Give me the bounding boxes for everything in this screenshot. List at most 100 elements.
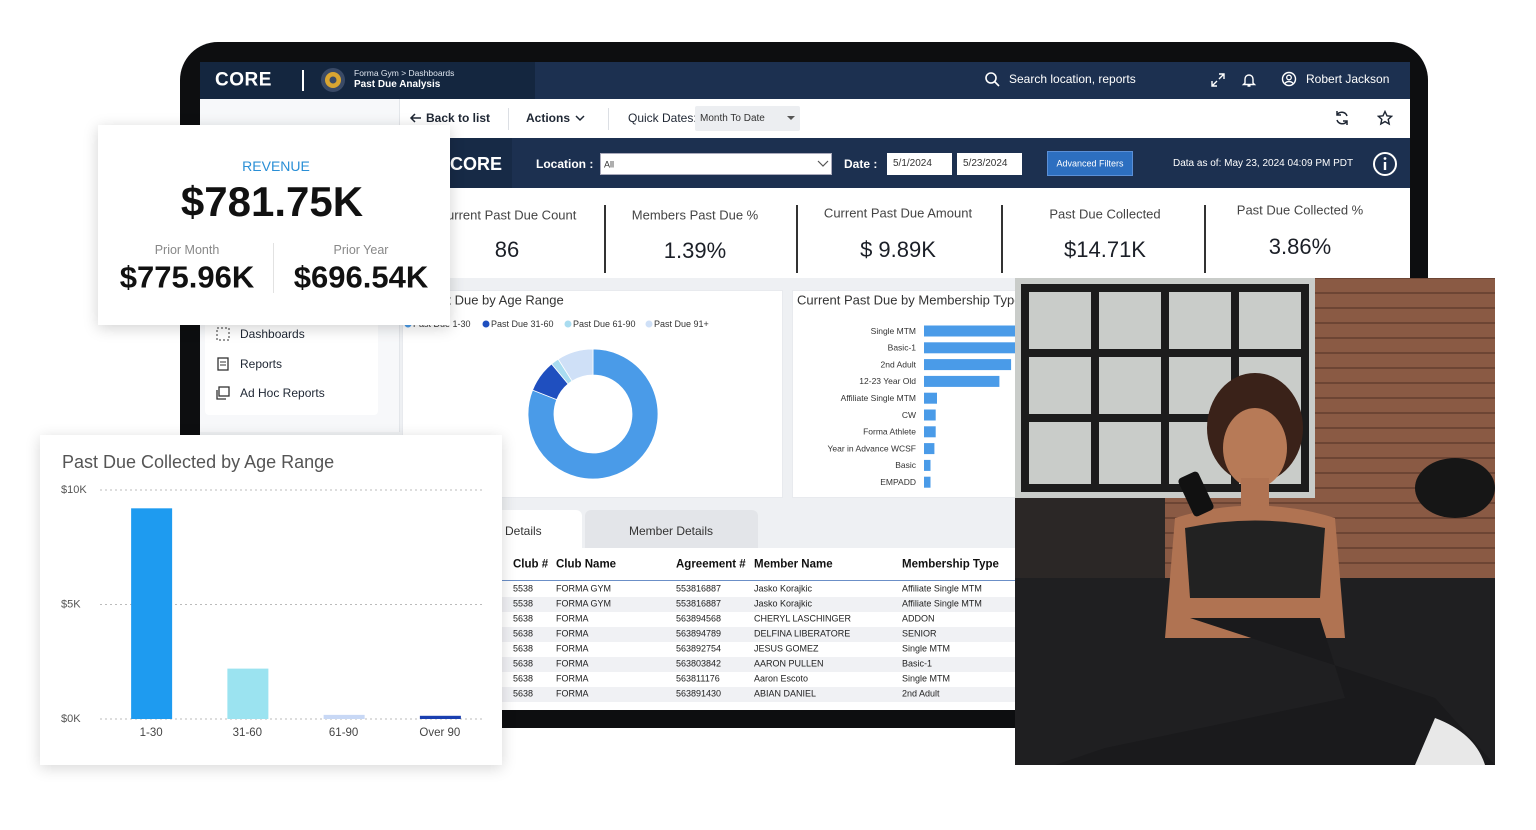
table-cell: 5638 [513,658,534,669]
user-icon[interactable] [1281,71,1297,87]
toolbar-divider [608,108,609,130]
table-cell: 5638 [513,688,534,699]
bar [924,392,937,404]
table-cell: SENIOR [902,628,937,639]
table-cell: 553816887 [676,598,722,609]
member-table: Club # Club Name Agreement # Member Name Mem… [402,548,1015,710]
sidebar-item[interactable]: Dashboards [240,327,305,341]
kpi-value: 3.86% [1268,234,1332,259]
table-cell: 563891430 [676,688,722,699]
row-stripe [500,596,1015,612]
date-from-input [887,153,952,175]
location-caret[interactable] [817,160,829,168]
table-cell: FORMA [556,688,589,699]
location-select [600,153,832,175]
expand-icon[interactable] [1210,72,1226,88]
revenue-divider [273,243,274,293]
x-tick-label: 1-30 [140,727,163,739]
column-header: Member Name [754,558,833,571]
kpi-value: 1.39% [663,238,727,263]
y-tick-label: Year in Advance WCSF [827,443,916,453]
favorite-icon[interactable] [1377,110,1393,126]
row-stripe [500,656,1015,672]
revenue-title: REVENUE [242,158,310,174]
select-caret[interactable] [787,116,795,121]
date-to[interactable]: 5/23/2024 [963,158,1008,169]
prior-month-value: $775.96K [119,259,255,295]
table-cell: 5638 [513,628,534,639]
search-icon[interactable] [984,71,1000,87]
search-input[interactable]: Search location, reports [1009,72,1136,86]
date-from[interactable]: 5/1/2024 [893,158,932,169]
kpi-label: Members Past Due % [631,207,759,223]
bar [924,476,931,488]
y-tick-label: CW [902,410,916,420]
column-header: Club # [513,558,549,571]
nav-brand-area [200,62,535,99]
back-button[interactable]: Back to list [426,111,491,125]
x-tick-label: Over 90 [419,727,460,739]
column-header: Club Name [556,558,617,571]
sidebar-item[interactable]: Reports [240,356,283,371]
y-tick-label: 12-23 Year Old [859,376,916,386]
table-cell: Jasko Korajkic [754,598,813,609]
sidebar-icon[interactable] [216,386,230,400]
y-tick-label: Basic [895,460,917,470]
quick-dates-select [695,106,800,131]
advanced-filters[interactable]: Advanced Filters [1056,158,1124,169]
tab [585,510,758,548]
kpi-divider [1204,205,1206,273]
prior-month-label: Prior Month [154,242,220,257]
actions-menu[interactable]: Actions [526,111,571,125]
bar [924,443,935,455]
breadcrumb[interactable]: Forma Gym > Dashboards [354,67,455,78]
refresh-icon[interactable] [1334,110,1350,126]
donut-segment [557,348,594,382]
location-value[interactable]: All [604,159,615,170]
bell-icon[interactable] [1241,71,1257,88]
table-cell: FORMA [556,628,589,639]
tab-label[interactable]: Details [505,524,542,538]
quick-dates-value[interactable]: Month To Date [700,113,765,124]
kpi-divider [796,205,798,273]
bar [131,508,173,719]
bar [924,409,936,421]
row-stripe [500,626,1015,642]
x-tick-label: 61-90 [329,727,358,739]
table-cell: 563803842 [676,658,722,669]
kpi-label: Current Past Due Amount [823,205,973,221]
table-cell: 563894568 [676,613,722,624]
back-arrow[interactable] [409,112,423,124]
table-cell: 5638 [513,673,534,684]
table-cell: 5538 [513,598,534,609]
table-cell: Jasko Korajkic [754,583,813,594]
chart-title: Current Past Due by Membership Type [797,292,1022,308]
location-label: Location : [536,157,594,171]
info-icon[interactable] [1372,151,1398,177]
user-name[interactable]: Robert Jackson [1306,72,1390,86]
y-tick-label: $5K [61,598,81,610]
date-to-input [957,153,1022,175]
chart-title: Past Due Collected by Age Range [62,452,335,472]
table-cell: 5638 [513,643,534,654]
bar [323,714,365,719]
tab-label[interactable]: Member Details [628,524,714,538]
table-cell: JESUS GOMEZ [754,643,819,654]
bar [227,668,269,719]
row-stripe [500,686,1015,702]
legend-swatch [482,320,490,328]
y-tick-label: 2nd Adult [881,359,917,369]
actions-caret[interactable] [575,114,585,122]
sidebar-item[interactable]: Ad Hoc Reports [240,386,325,400]
kpi-value: $ 9.89K [860,237,936,262]
y-tick-label: Forma Athlete [863,427,916,437]
sidebar-icon[interactable] [216,356,230,371]
hbar-card [792,290,1032,498]
table-cell: FORMA [556,673,589,684]
bar [924,359,1012,371]
filter-logo: CORE [450,154,503,174]
sidebar-icon[interactable] [216,327,230,341]
kpi-label: Past Due Collected [1049,206,1161,222]
table-cell: FORMA GYM [556,598,612,609]
table-cell: CHERYL LASCHINGER [754,613,852,624]
